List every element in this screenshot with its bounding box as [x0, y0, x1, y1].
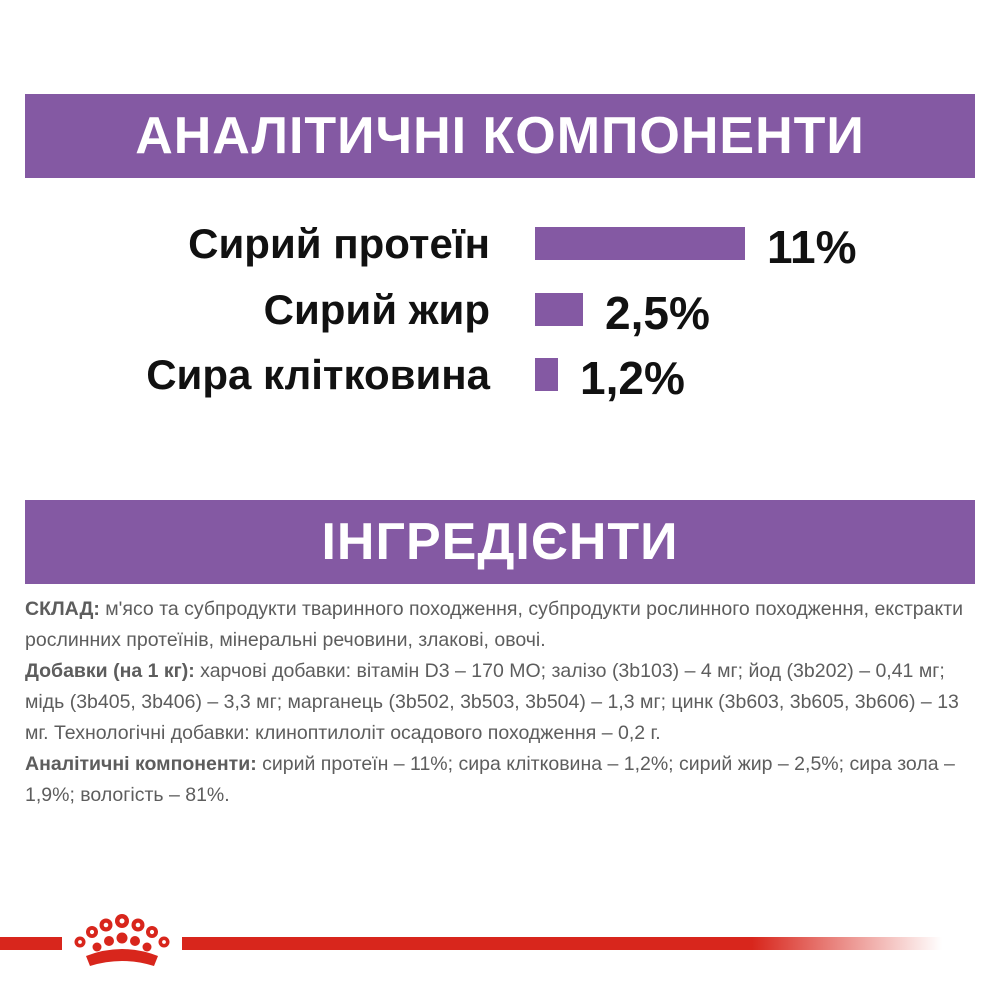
metric-value-fat: 2,5% — [605, 287, 710, 339]
metric-bar-fat — [535, 293, 583, 326]
analytic-components-header: АНАЛІТИЧНІ КОМПОНЕНТИ — [25, 94, 975, 178]
additives-lead: Добавки (на 1 кг): — [25, 660, 195, 682]
footer-red-line-right — [182, 937, 942, 950]
composition-paragraph: СКЛАД: м'ясо та субпродукти тваринного п… — [25, 594, 980, 656]
metric-label-fat: Сирий жир — [263, 286, 490, 333]
metric-value-protein: 11% — [767, 221, 857, 273]
ingredients-title: ІНГРЕДІЄНТИ — [321, 513, 679, 571]
analytic-components-title: АНАЛІТИЧНІ КОМПОНЕНТИ — [135, 107, 865, 165]
metric-row-fibre: Сира клітковина 1,2% — [0, 345, 1000, 405]
composition-text-block: СКЛАД: м'ясо та субпродукти тваринного п… — [25, 594, 980, 811]
footer-red-line-left — [0, 937, 62, 950]
additives-body: харчові добавки: вітамін D3 – 170 МО; за… — [25, 660, 959, 744]
analytic-summary-body: сирий протеїн – 11%; сира клітковина – 1… — [25, 753, 955, 806]
metric-label-protein: Сирий протеїн — [188, 220, 490, 267]
ingredients-header: ІНГРЕДІЄНТИ — [25, 500, 975, 584]
composition-lead: СКЛАД: — [25, 598, 100, 620]
composition-body: м'ясо та субпродукти тваринного походжен… — [25, 598, 964, 651]
analytic-summary-paragraph: Аналітичні компоненти: сирий протеїн – 1… — [25, 749, 980, 811]
additives-paragraph: Добавки (на 1 кг): харчові добавки: віта… — [25, 656, 980, 749]
metric-row-protein: Сирий протеїн 11% — [0, 214, 1000, 274]
metric-value-fibre: 1,2% — [580, 352, 685, 404]
metric-row-fat: Сирий жир 2,5% — [0, 280, 1000, 340]
crown-logo-icon — [74, 914, 170, 966]
metric-bar-protein — [535, 227, 745, 260]
analytic-summary-lead: Аналітичні компоненти: — [25, 753, 257, 775]
metric-label-fibre: Сира клітковина — [146, 351, 490, 398]
metric-bar-fibre — [535, 358, 558, 391]
